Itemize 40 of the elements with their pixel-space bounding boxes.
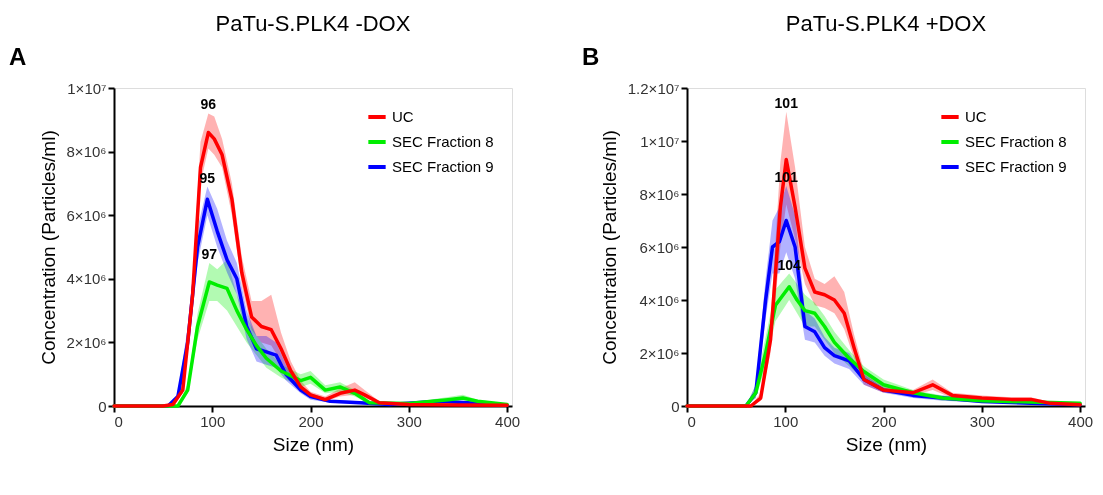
y-tick-label: 4×10⁶ [66,270,107,288]
y-axis-title: Concentration (Particles/ml) [598,130,620,365]
x-tick-label: 300 [969,412,995,430]
x-tick-label: 200 [871,412,897,430]
x-tick-label: 100 [773,412,799,430]
y-tick-label: 1×10⁷ [67,79,107,97]
text: A [9,43,27,70]
annotation: 96 [200,96,217,113]
text: B [582,43,600,70]
legend-label: SEC Fraction 9 [392,158,494,175]
x-tick-label: 0 [687,412,696,430]
chart-title: PaTu-S.PLK4 -DOX [215,11,411,36]
legend-label: SEC Fraction 8 [392,133,494,150]
y-tick-label: 4×10⁶ [639,291,680,309]
annotation: 101 [774,94,799,111]
x-tick-label: 400 [495,412,521,430]
legend-label: UC [392,108,414,125]
y-tick-label: 6×10⁶ [639,238,680,256]
chart-title: PaTu-S.PLK4 +DOX [785,11,987,36]
legend-label: SEC Fraction 8 [965,133,1067,150]
legend-label: UC [965,108,987,125]
y-tick-label: 6×10⁶ [66,206,107,224]
annotation: 97 [201,245,218,262]
x-axis-title: Size (nm) [845,433,928,455]
y-tick-label: 2×10⁶ [639,344,680,362]
y-tick-label: 0 [98,397,107,415]
legend-label: SEC Fraction 9 [965,158,1067,175]
x-tick-label: 0 [114,412,123,430]
y-tick-label: 8×10⁶ [66,143,107,161]
x-tick-label: 100 [200,412,226,430]
x-tick-label: 200 [298,412,324,430]
x-axis-title: Size (nm) [272,433,355,455]
y-tick-label: 2×10⁶ [66,333,107,351]
y-tick-label: 8×10⁶ [639,185,680,203]
y-tick-label: 0 [671,397,680,415]
y-tick-label: 1.2×10⁷ [627,79,680,97]
y-axis-title: Concentration (Particles/ml) [37,130,59,365]
y-tick-label: 1×10⁷ [640,132,680,150]
x-tick-label: 400 [1068,412,1094,430]
x-tick-label: 300 [396,412,422,430]
